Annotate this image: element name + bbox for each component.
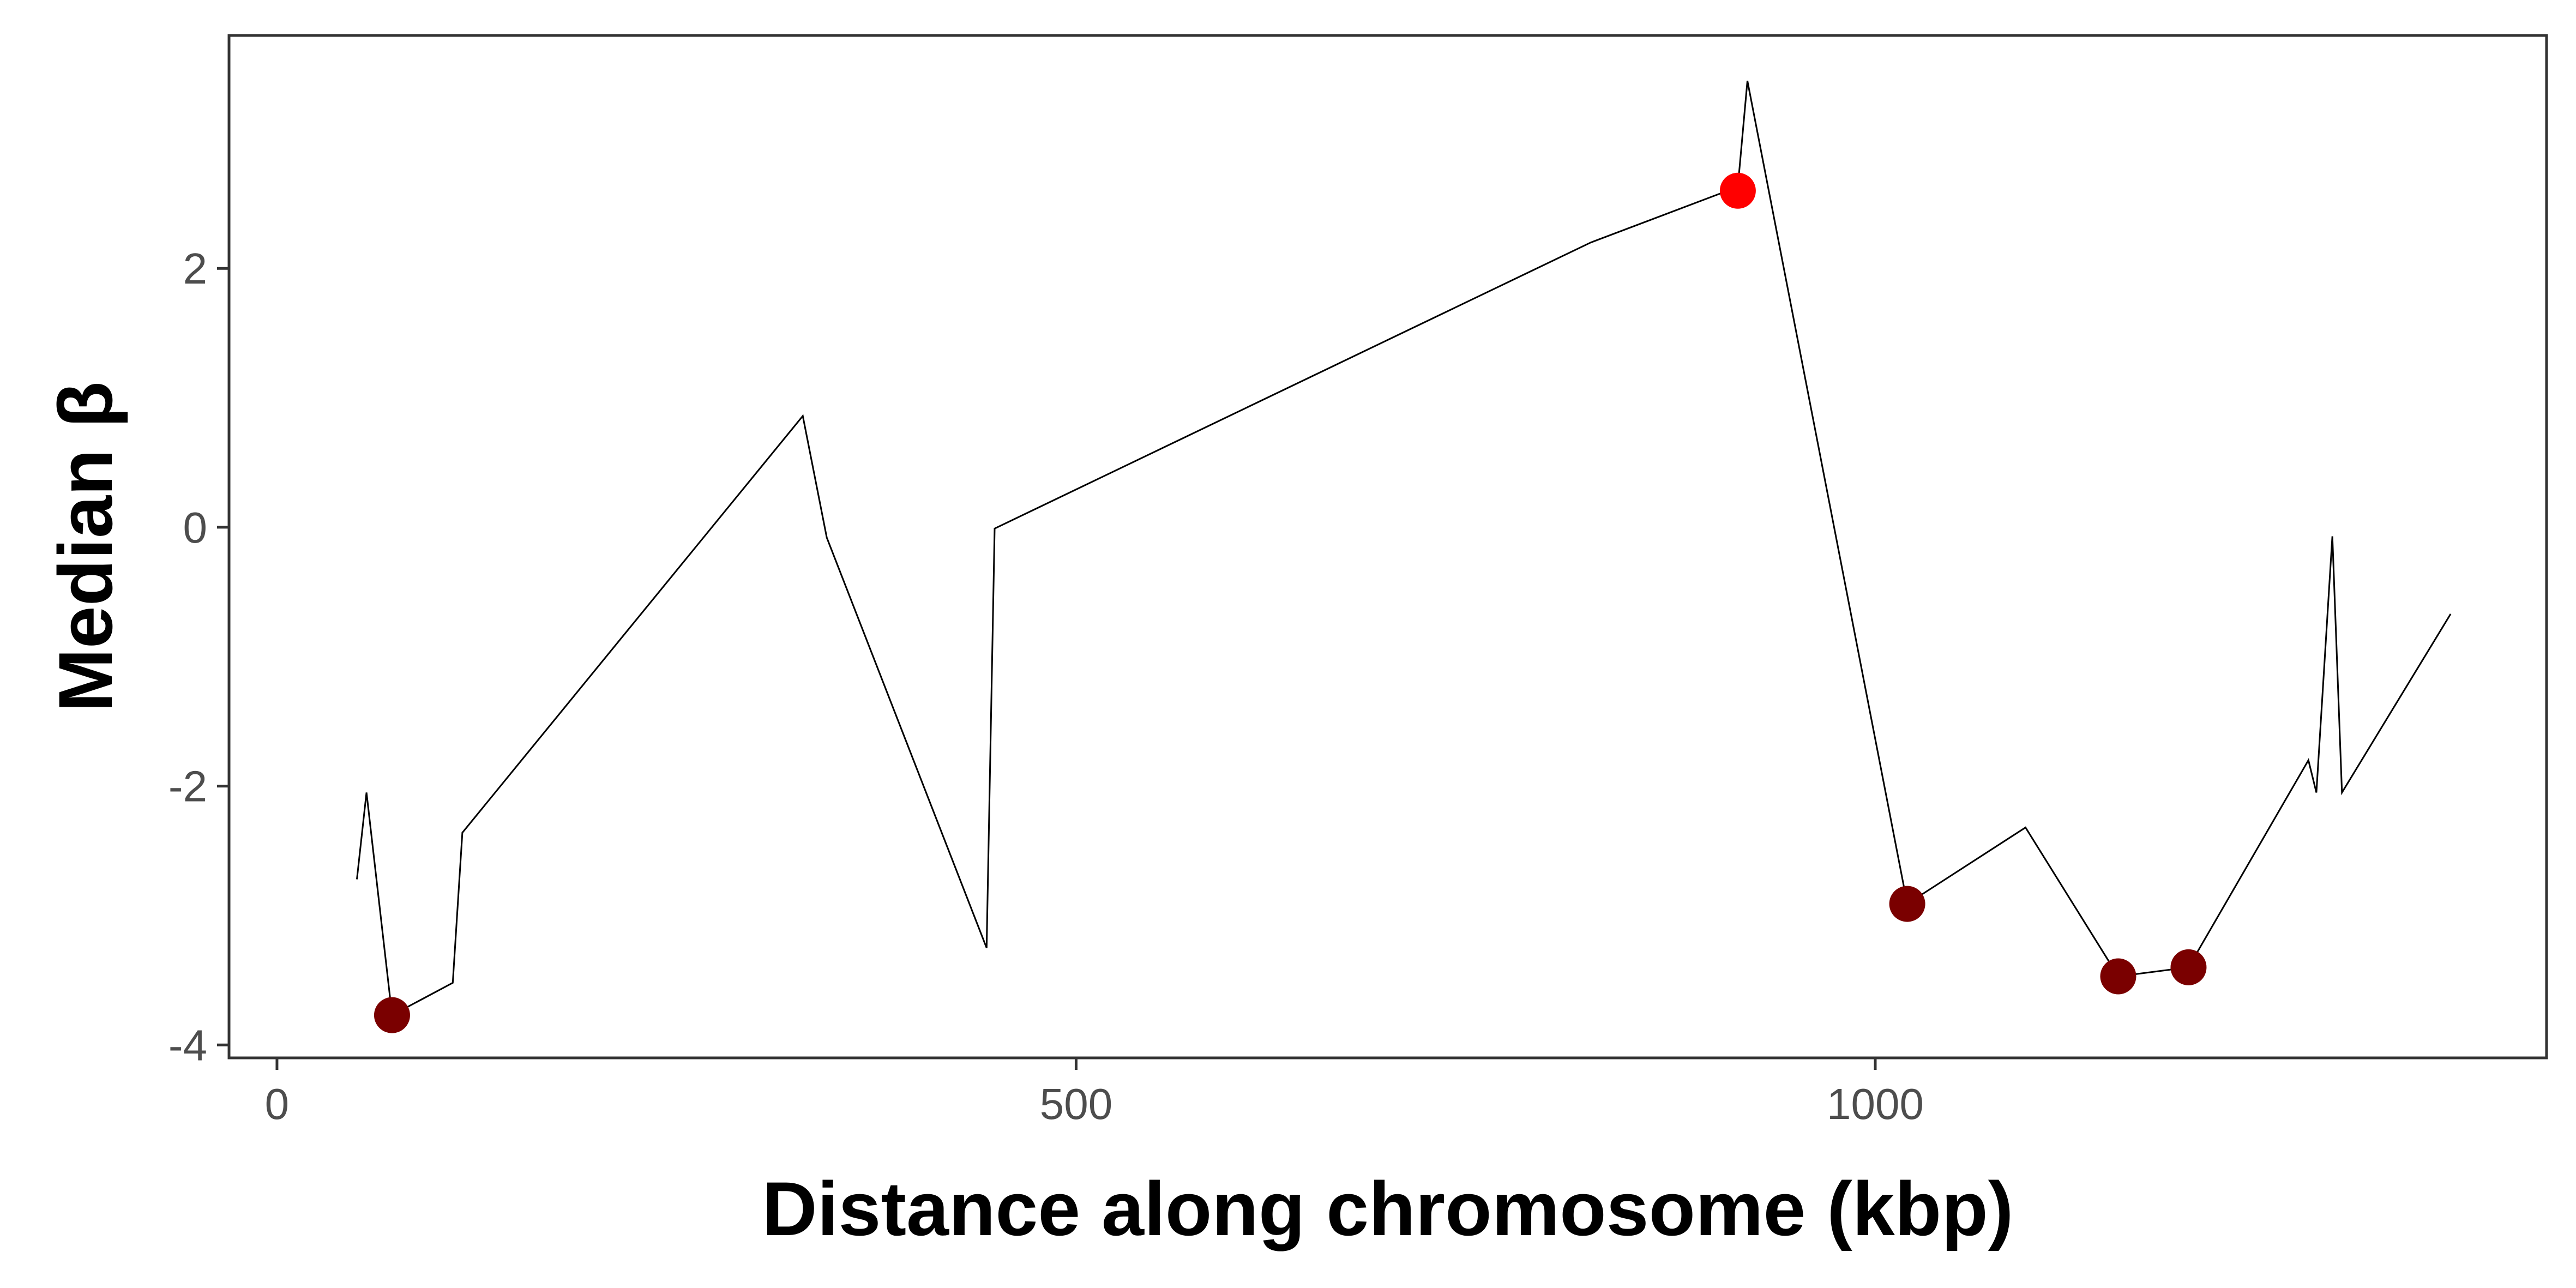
x-tick-label-0: 0 — [265, 1080, 290, 1128]
data-point-0 — [374, 997, 410, 1033]
x-tick-label-2: 1000 — [1827, 1080, 1924, 1128]
y-tick-label-0: -4 — [168, 1021, 207, 1069]
x-axis: 0 500 1000 — [265, 1058, 1924, 1128]
plot-frame — [227, 34, 2548, 1060]
x-tick-label-1: 500 — [1040, 1080, 1112, 1128]
points-layer — [374, 172, 2207, 1033]
y-axis: -4 -2 0 2 — [168, 244, 229, 1069]
y-axis-title: Median β — [43, 381, 128, 712]
data-point-3 — [2100, 958, 2136, 995]
y-tick-label-1: -2 — [168, 762, 207, 811]
y-tick-label-3: 2 — [183, 244, 208, 293]
data-point-2 — [1889, 886, 1925, 922]
x-axis-title: Distance along chromosome (kbp) — [762, 1166, 2014, 1251]
y-tick-label-2: 0 — [183, 503, 208, 552]
data-point-4 — [2170, 949, 2207, 985]
data-point-1 — [1719, 172, 1756, 209]
